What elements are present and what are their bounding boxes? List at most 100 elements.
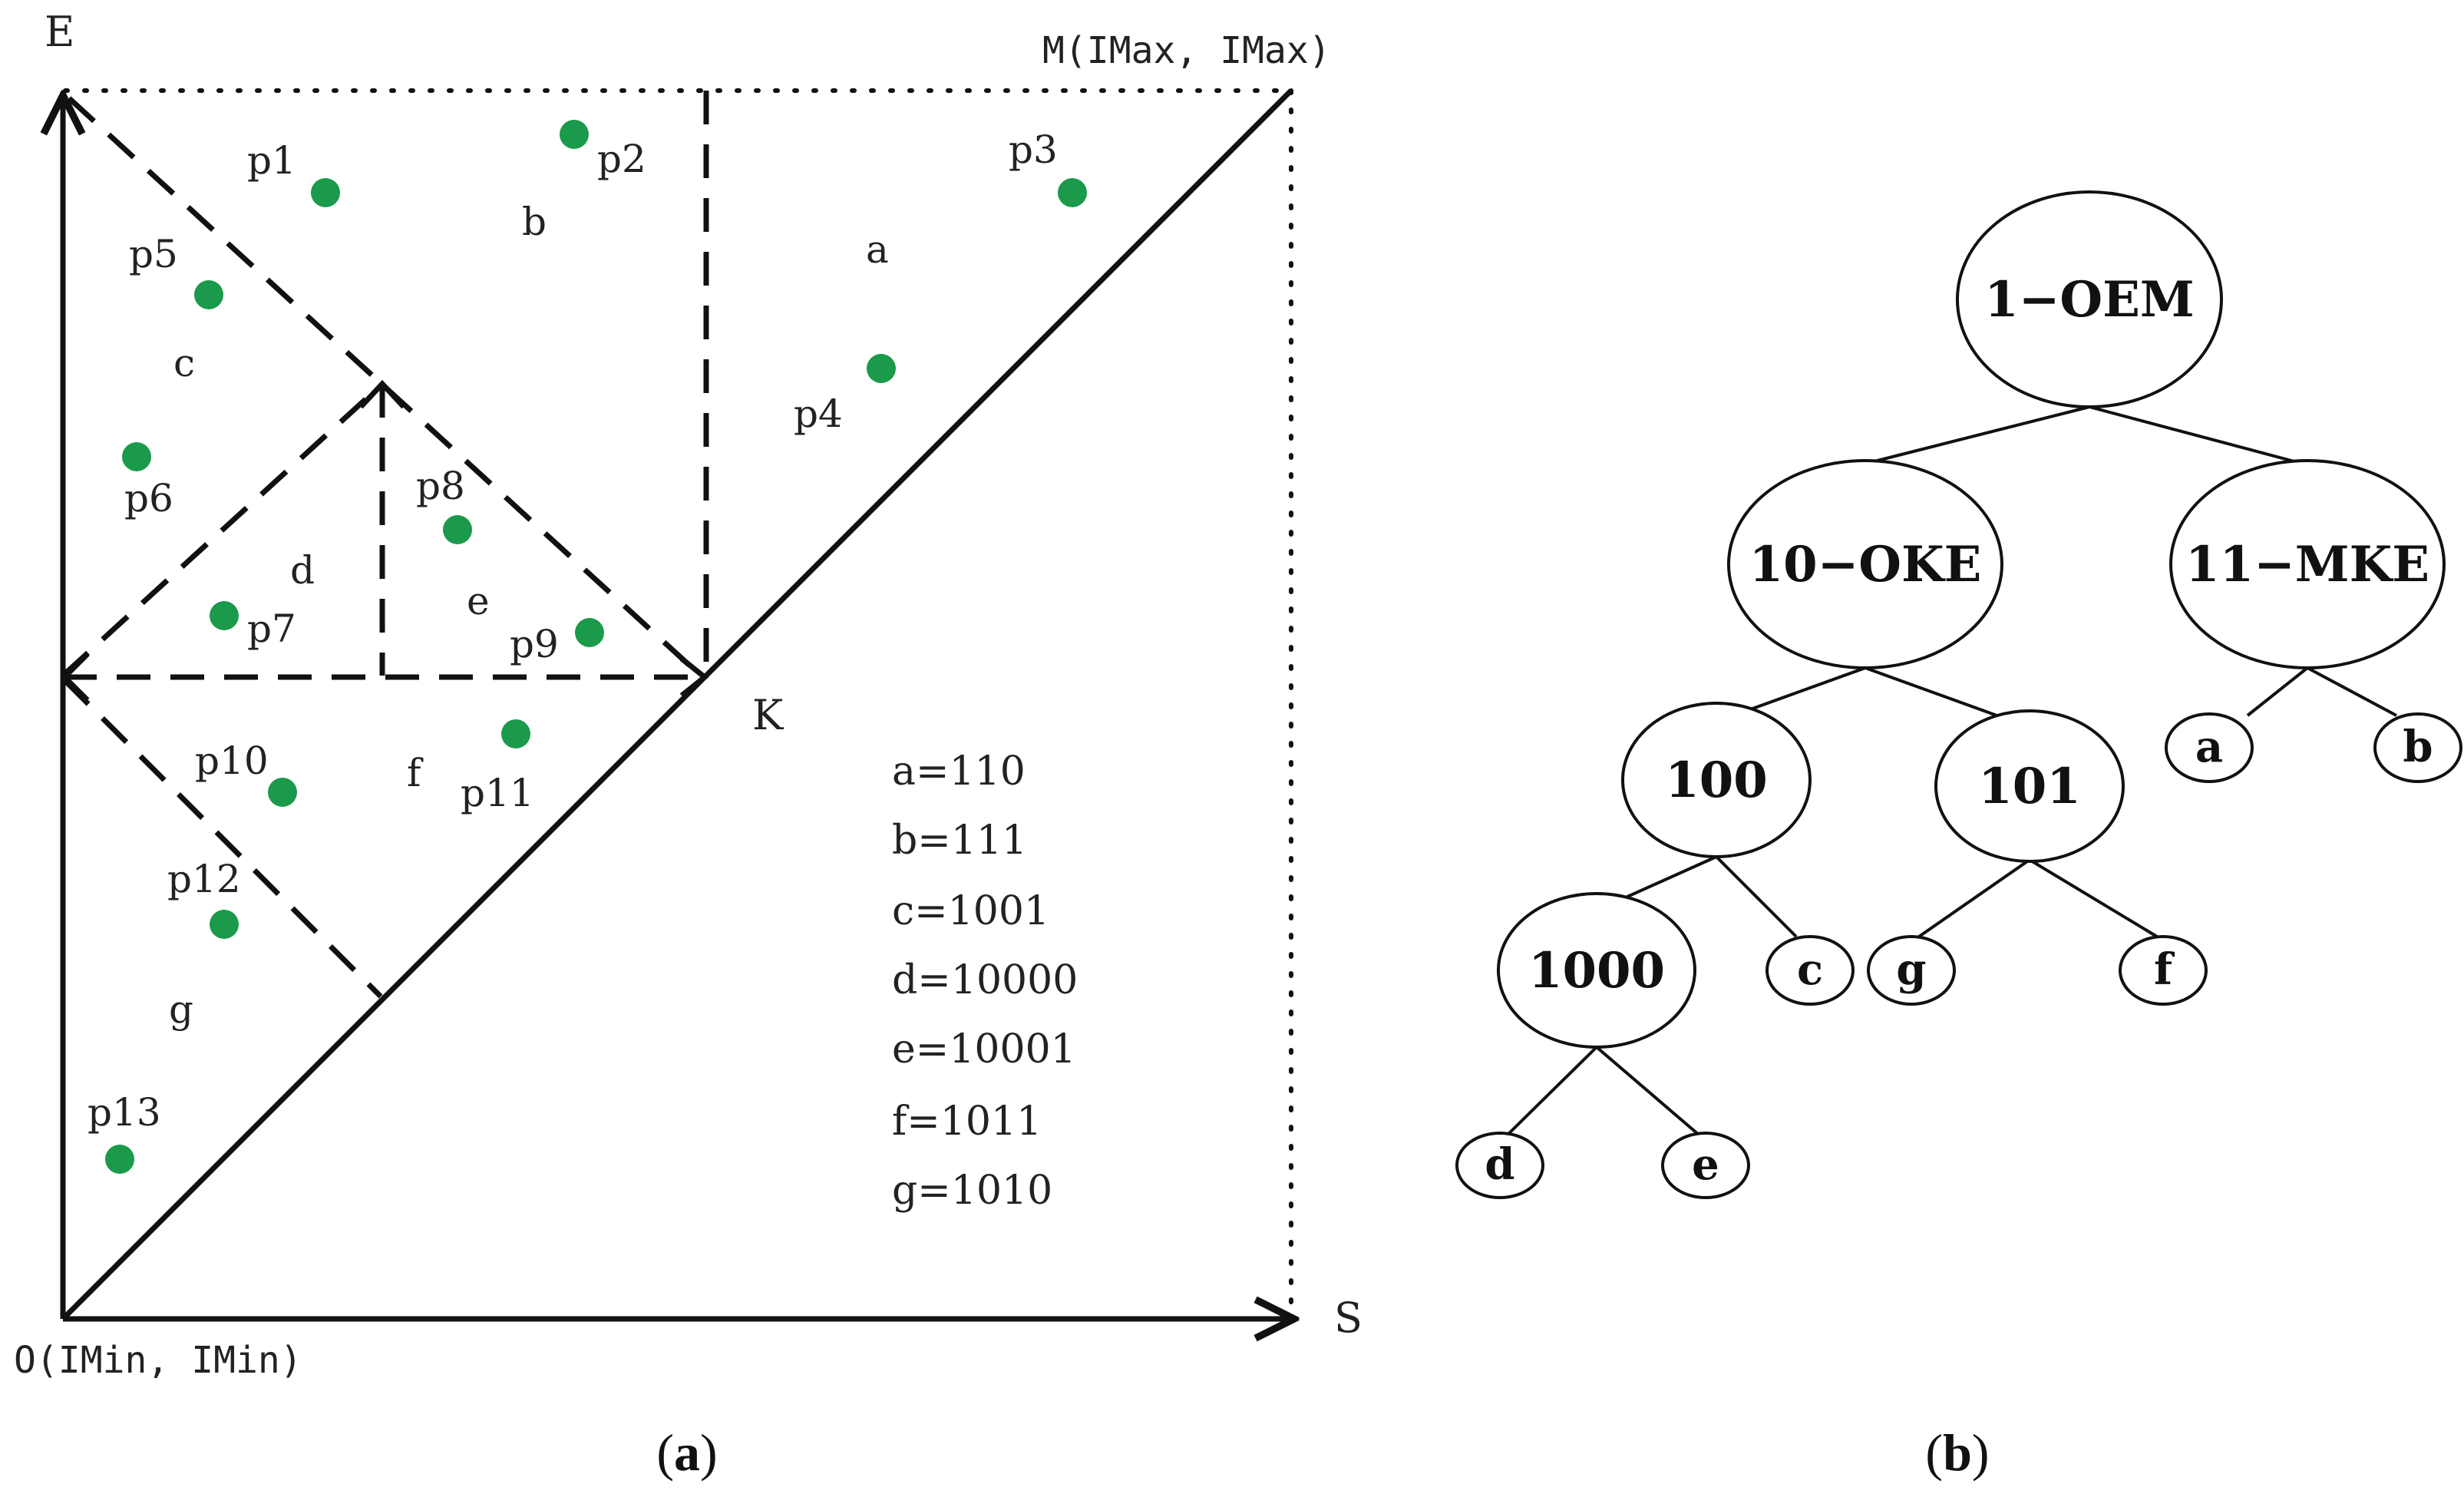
k-junction-tip-icon <box>679 656 709 698</box>
tree-leaf-f <box>2119 935 2208 1006</box>
tree-leaf-b <box>2373 712 2462 783</box>
point-p11 <box>501 719 530 748</box>
caption-b: (b) <box>1925 1423 1989 1482</box>
point-label-p10: p10 <box>195 739 269 783</box>
points-group <box>105 120 1087 1174</box>
caption-a: (a) <box>656 1423 717 1482</box>
caption-b-letter: b <box>1943 1423 1972 1482</box>
region-d-label: d <box>290 548 315 593</box>
edge-right-a <box>2246 666 2309 717</box>
caption-b-close: ) <box>1972 1423 1990 1482</box>
apex-tip-icon <box>358 379 406 409</box>
s-axis-label: S <box>1334 1294 1362 1342</box>
code-c: c=1001 <box>892 888 1049 934</box>
edge-1000-d <box>1501 1046 1598 1141</box>
lower-dashed-g <box>62 678 383 999</box>
point-p13 <box>105 1145 134 1174</box>
code-legend: a=110 b=111 c=1001 d=10000 e=10001 f=101… <box>892 748 1078 1214</box>
e-axis-label: E <box>45 8 74 56</box>
region-e-label: e <box>467 579 490 623</box>
caption-b-open: ( <box>1925 1423 1943 1482</box>
edge-100-c <box>1715 855 1798 938</box>
tree-node-left-label: 10−OKE <box>1749 536 1982 593</box>
point-label-p1: p1 <box>247 138 296 183</box>
tree-node-right <box>2169 459 2446 669</box>
tree-leaf-e-label: e <box>1692 1139 1719 1190</box>
code-f: f=1011 <box>892 1099 1042 1145</box>
tree-node-root-label: 1−OEM <box>1984 271 2195 329</box>
point-k-label: K <box>752 691 784 739</box>
region-b-label: b <box>522 200 547 244</box>
caption-a-open: ( <box>656 1423 674 1482</box>
point-label-p8: p8 <box>416 464 465 508</box>
edge-1000-e <box>1595 1046 1706 1141</box>
corner-o-label: O(IMin, IMin) <box>14 1339 302 1382</box>
panel-b-tree: 1−OEM 10−OKE 11−MKE 100 101 1000 a b c g… <box>1455 190 2462 1482</box>
edge-101-g <box>1917 858 2031 938</box>
tree-node-right-label: 11−MKE <box>2185 536 2429 593</box>
edge-root-right <box>2089 405 2304 465</box>
tree-leaf-b-label: b <box>2403 722 2433 772</box>
tree-node-101-label: 101 <box>1978 758 2081 815</box>
point-label-p7: p7 <box>247 606 296 651</box>
code-b: b=111 <box>892 818 1027 864</box>
point-p8 <box>443 515 472 544</box>
point-label-p9: p9 <box>510 622 559 666</box>
tree-leaf-c-label: c <box>1797 944 1823 995</box>
region-g-label: g <box>169 987 193 1032</box>
point-label-p11: p11 <box>461 771 534 815</box>
edge-right-b <box>2307 666 2397 717</box>
edge-root-left <box>1865 405 2090 465</box>
point-p10 <box>268 778 297 807</box>
point-label-p2: p2 <box>597 137 646 181</box>
tree-leaf-c <box>1765 935 1855 1006</box>
point-label-p6: p6 <box>124 476 173 520</box>
tree-leaf-d <box>1455 1132 1544 1199</box>
point-p5 <box>194 280 223 309</box>
point-p9 <box>575 618 604 647</box>
point-label-p13: p13 <box>88 1090 161 1135</box>
caption-a-close: ) <box>700 1423 718 1482</box>
region-c-label: c <box>173 341 195 385</box>
left-junction-tip-icon <box>61 652 90 702</box>
tree-node-1000 <box>1497 892 1696 1049</box>
panel-a-diagram: E S M(IMax, IMax) O(IMin, IMin) K a b c … <box>14 8 1362 1482</box>
point-label-p4: p4 <box>794 392 843 436</box>
region-a-label: a <box>866 227 889 272</box>
tree-leaf-a <box>2165 712 2254 783</box>
code-e: e=10001 <box>892 1026 1076 1072</box>
corner-m-label: M(IMax, IMax) <box>1042 29 1331 72</box>
point-p6 <box>122 442 151 471</box>
diagonal-om <box>61 88 1293 1321</box>
point-label-p3: p3 <box>1009 127 1058 172</box>
point-p7 <box>210 601 239 630</box>
point-p12 <box>210 910 239 939</box>
region-f-label: f <box>407 751 424 795</box>
tree-node-100-label: 100 <box>1665 752 1768 809</box>
caption-a-letter: a <box>674 1423 700 1482</box>
left-dashed-apex <box>61 383 383 678</box>
tree-leaf-g <box>1867 935 1956 1006</box>
diagonal-dashed-ek <box>67 96 705 679</box>
point-p2 <box>560 120 589 149</box>
tree-leaf-g-label: g <box>1896 944 1926 995</box>
point-label-p12: p12 <box>167 857 241 901</box>
code-a: a=110 <box>892 748 1026 795</box>
tree-node-left <box>1727 459 2003 669</box>
point-label-p5: p5 <box>129 232 178 276</box>
point-p1 <box>311 178 340 207</box>
edge-101-f <box>2028 858 2158 938</box>
tree-leaf-e <box>1661 1132 1750 1199</box>
point-p3 <box>1058 178 1087 207</box>
tree-leaf-a-label: a <box>2195 722 2223 772</box>
tree-leaf-d-label: d <box>1485 1139 1514 1190</box>
tree-node-101 <box>1934 709 2125 863</box>
tree-leaf-f-label: f <box>2154 944 2175 995</box>
code-d: d=10000 <box>892 957 1078 1003</box>
tree-node-1000-label: 1000 <box>1528 942 1665 1000</box>
point-p4 <box>867 354 896 383</box>
code-g: g=1010 <box>892 1168 1052 1214</box>
tree-node-root <box>1956 190 2223 408</box>
tree-node-100 <box>1621 702 1812 858</box>
